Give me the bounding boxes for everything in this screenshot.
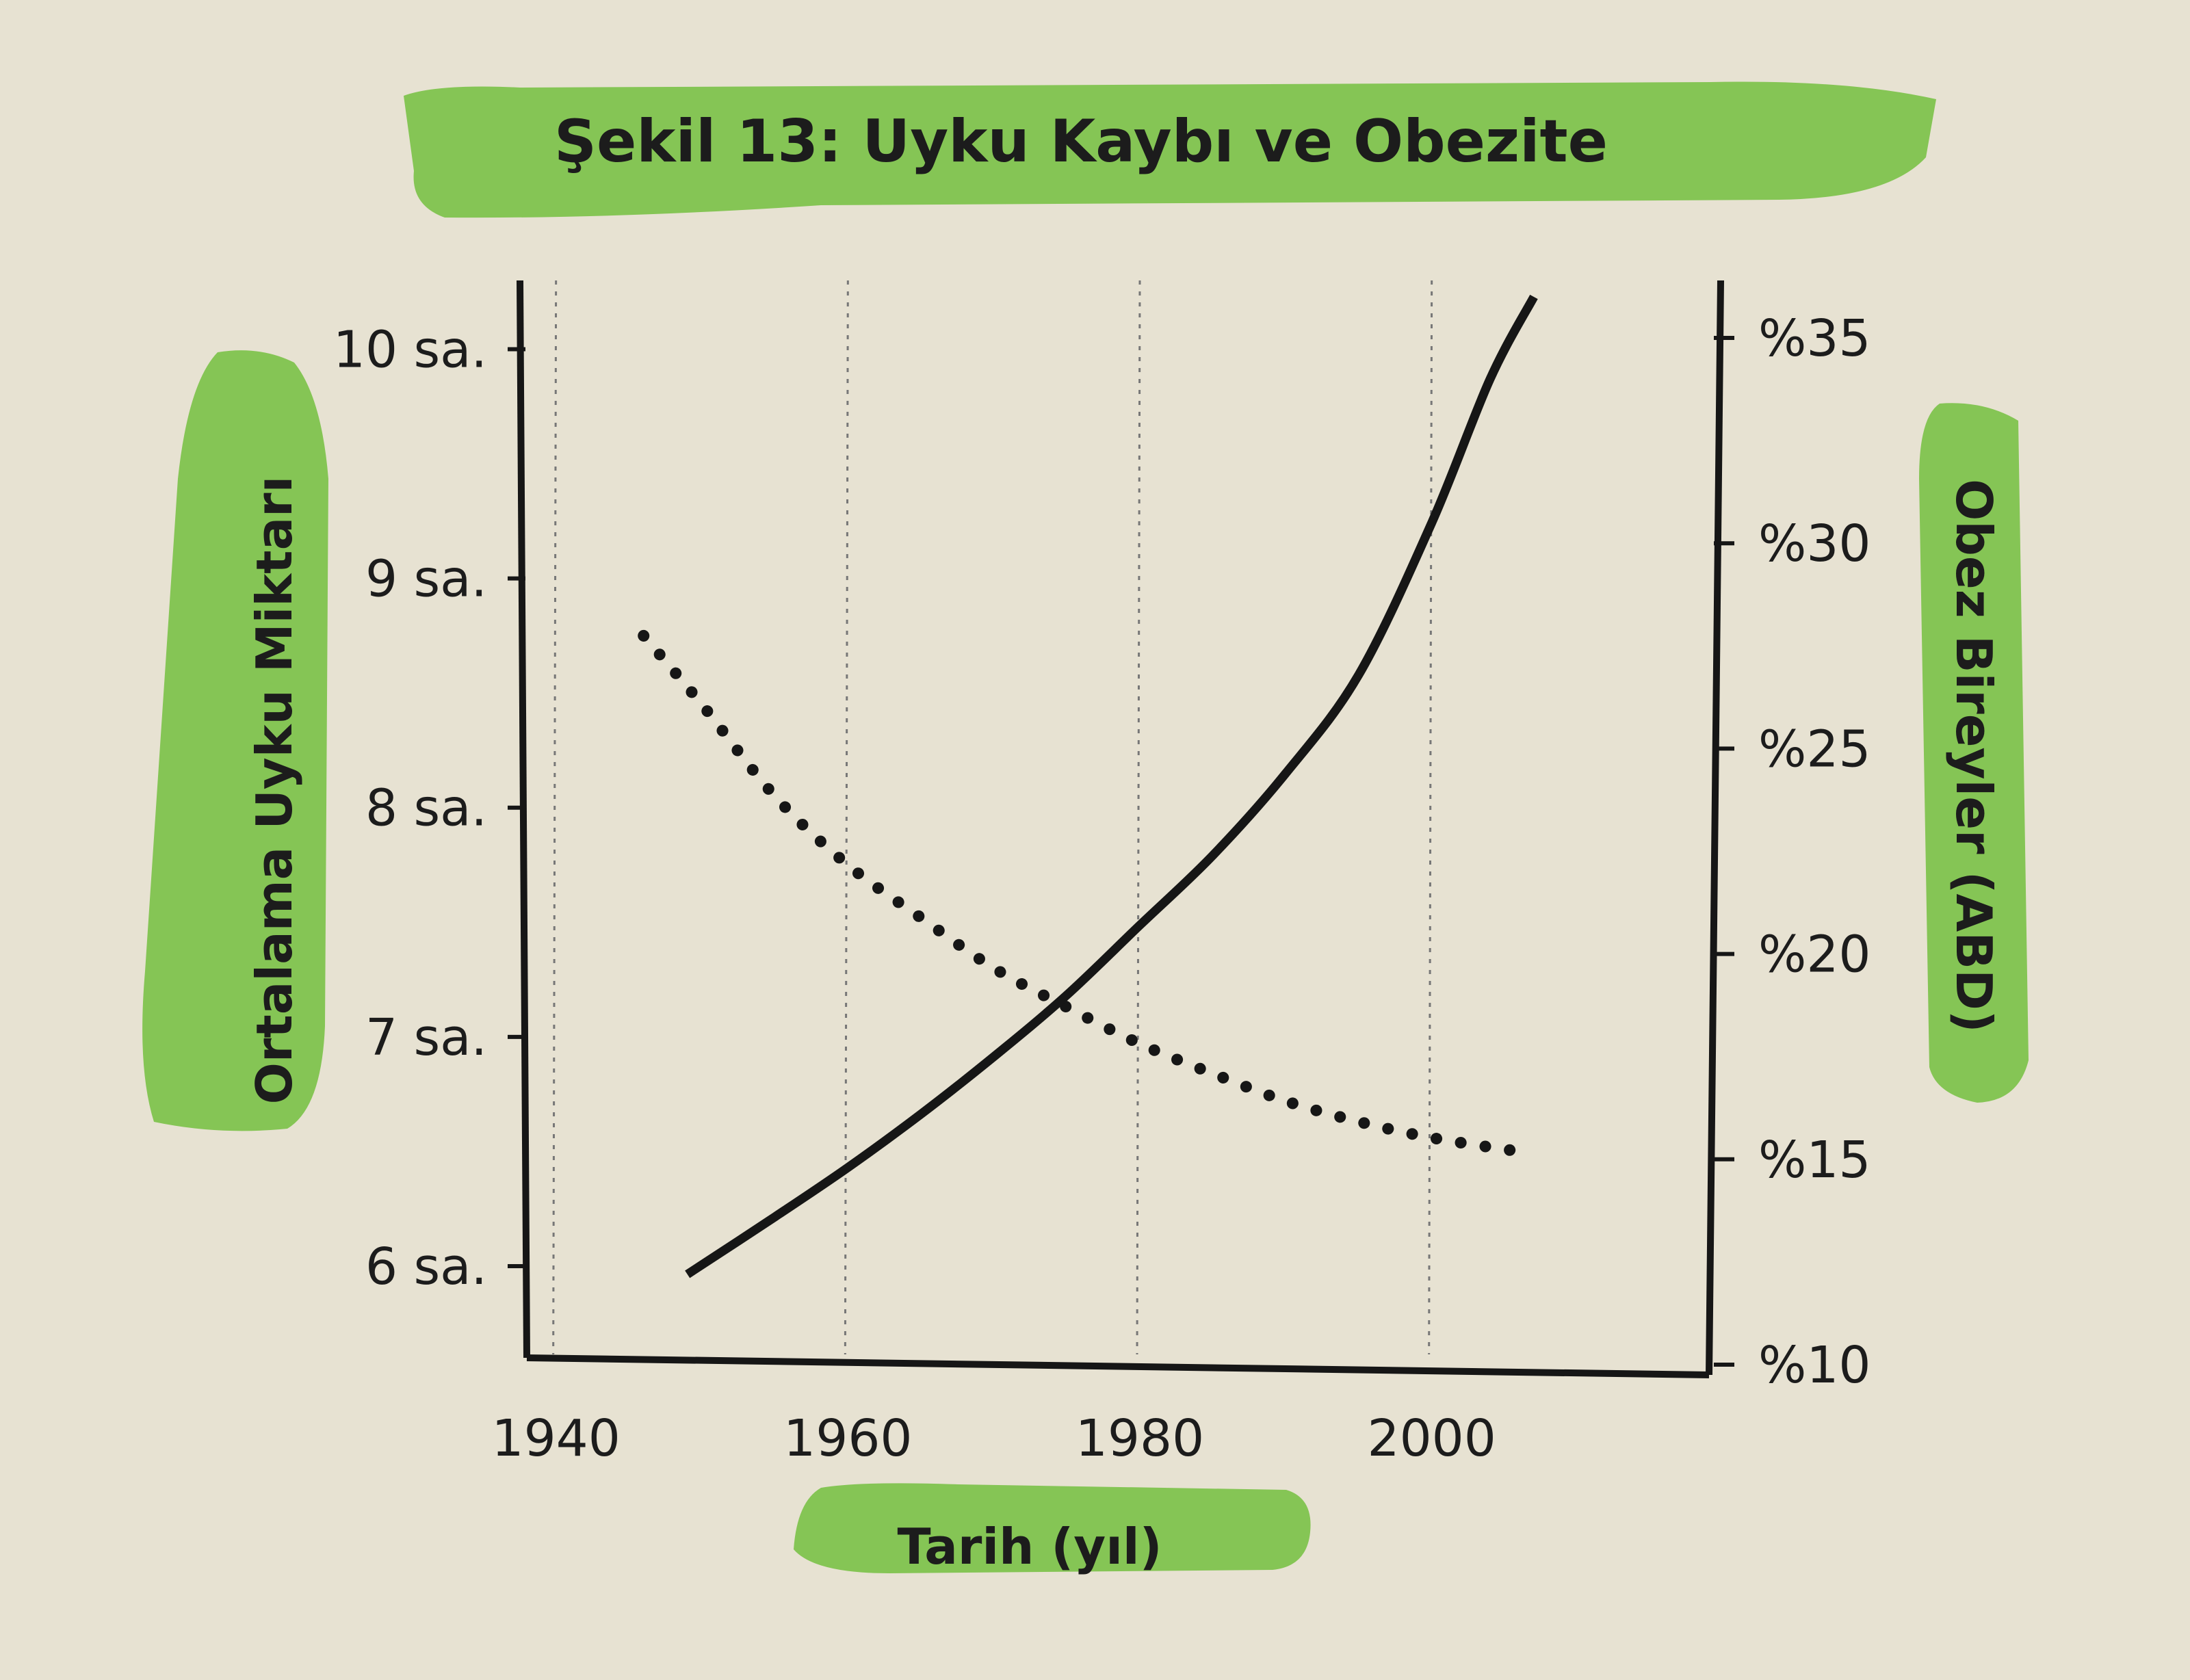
sleep-hours-point <box>993 967 995 969</box>
sleep-hours-point <box>1285 1101 1286 1102</box>
left-tick-label: 7 sa. <box>365 1008 487 1067</box>
y-axis-right-title: Obez Bireyler (ABD) <box>1945 479 2003 1033</box>
x-tick-label: 1940 <box>492 1409 621 1468</box>
left-y-axis <box>517 280 530 1359</box>
grid-line-2000 <box>1428 280 1433 1355</box>
x-tick-label: 1980 <box>1076 1409 1204 1468</box>
right-tick-label: %20 <box>1758 926 1870 984</box>
left-tick-label: 6 sa. <box>365 1237 487 1296</box>
sleep-hours-point <box>1519 1151 1520 1152</box>
right-label-highlight <box>1919 403 2029 1103</box>
chart-title: Şekil 13: Uyku Kaybı ve Obezite <box>554 107 1608 176</box>
x-tick-label: 2000 <box>1368 1409 1496 1468</box>
left-tick-label: 8 sa. <box>365 779 487 838</box>
right-y-axis <box>1706 280 1724 1376</box>
title-highlight <box>404 81 1936 218</box>
sleep-hours-point <box>1139 1043 1140 1045</box>
right-tick-label: %30 <box>1758 514 1870 573</box>
left-tick-label: 10 sa. <box>333 321 487 380</box>
grid-line-1960 <box>844 280 849 1355</box>
sleep-hours-series <box>638 629 1526 1157</box>
sleep-hours-point <box>1212 1073 1214 1075</box>
right-tick-label: %10 <box>1758 1336 1870 1395</box>
right-y-ticks: %10 %15 %20 %25 %30 %35 <box>1714 309 1870 1395</box>
x-axis <box>526 1354 1710 1378</box>
left-label-highlight <box>142 350 329 1131</box>
obesity-rate-series <box>685 294 1538 1278</box>
x-axis-title: Tarih (yıl) <box>897 1518 1162 1575</box>
grid-lines <box>552 280 1433 1355</box>
left-tick-label: 9 sa. <box>365 550 487 609</box>
x-ticks: 1940 1960 1980 2000 <box>492 1409 1496 1468</box>
right-tick-label: %25 <box>1758 720 1870 778</box>
sleep-hours-point <box>774 796 776 797</box>
left-y-ticks: 6 sa. 7 sa. 8 sa. 9 sa. 10 sa. <box>333 321 525 1296</box>
right-tick-label: %15 <box>1758 1131 1870 1190</box>
series-layer <box>638 294 1538 1278</box>
x-tick-label: 1960 <box>783 1409 912 1468</box>
grid-line-1980 <box>1136 280 1141 1355</box>
y-axis-left-title: Ortalama Uyku Miktarı <box>246 476 303 1105</box>
right-tick-label: %35 <box>1758 309 1870 368</box>
sleep-hours-point <box>701 704 703 705</box>
x-label-highlight <box>794 1483 1311 1573</box>
grid-line-1940 <box>552 280 558 1355</box>
